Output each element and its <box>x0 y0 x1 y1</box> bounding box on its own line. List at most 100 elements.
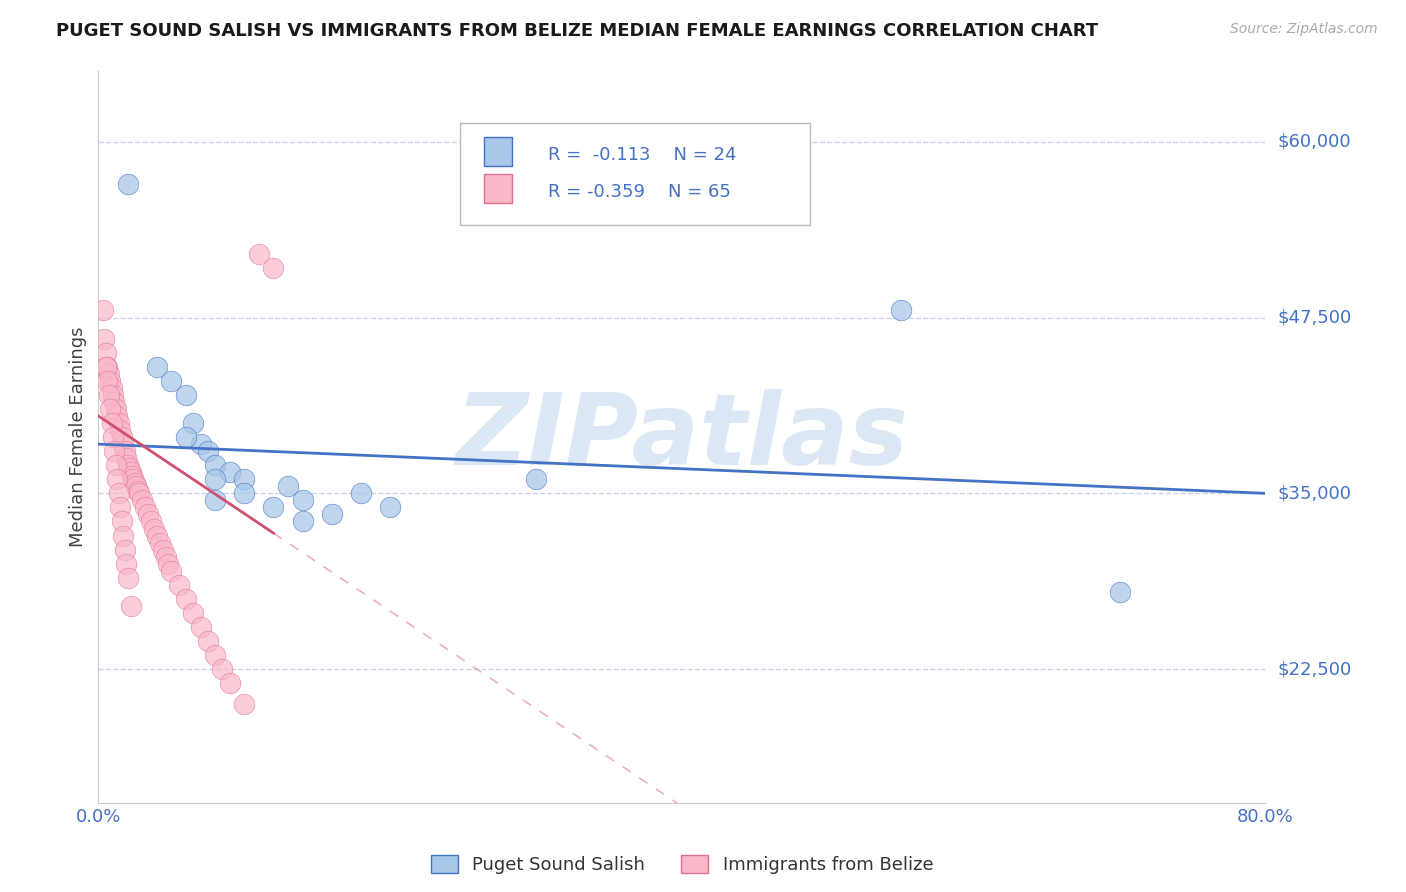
Y-axis label: Median Female Earnings: Median Female Earnings <box>69 326 87 548</box>
Point <box>115 557 138 571</box>
Point <box>262 261 284 276</box>
Point <box>204 493 226 508</box>
Point <box>97 388 120 402</box>
Point <box>121 469 143 483</box>
Point <box>110 500 132 515</box>
Point <box>146 528 169 542</box>
FancyBboxPatch shape <box>484 137 512 167</box>
Text: Source: ZipAtlas.com: Source: ZipAtlas.com <box>1230 22 1378 37</box>
Point <box>291 493 314 508</box>
Point <box>136 508 159 522</box>
Point <box>146 359 169 374</box>
Point <box>98 401 121 416</box>
Point <box>142 521 165 535</box>
Point <box>110 423 132 437</box>
Point <box>167 578 190 592</box>
Point <box>378 500 402 515</box>
Point <box>96 374 118 388</box>
Point <box>94 359 117 374</box>
Point <box>117 177 139 191</box>
Point <box>262 500 284 515</box>
Point <box>218 676 240 690</box>
Legend: Puget Sound Salish, Immigrants from Belize: Puget Sound Salish, Immigrants from Beli… <box>423 847 941 881</box>
Point <box>127 483 149 498</box>
Point <box>108 416 131 430</box>
Point <box>247 247 270 261</box>
Point <box>524 472 547 486</box>
Point <box>117 458 139 473</box>
Point <box>94 345 117 359</box>
Point <box>108 486 131 500</box>
Point <box>204 648 226 662</box>
Point <box>115 451 138 466</box>
Point <box>181 416 204 430</box>
Point <box>174 430 197 444</box>
Point <box>211 662 233 676</box>
Point <box>111 515 134 529</box>
Point <box>91 303 114 318</box>
Point <box>124 476 146 491</box>
Point <box>174 388 197 402</box>
FancyBboxPatch shape <box>460 122 810 225</box>
Point <box>114 542 136 557</box>
Point <box>100 381 122 395</box>
Point <box>181 606 204 620</box>
FancyBboxPatch shape <box>484 174 512 203</box>
Point <box>218 465 240 479</box>
Point <box>204 458 226 473</box>
Point <box>190 437 212 451</box>
Point <box>112 528 135 542</box>
Point <box>120 465 142 479</box>
Point <box>321 508 343 522</box>
Point <box>104 458 127 473</box>
Point <box>118 461 141 475</box>
Point <box>120 599 142 613</box>
Point <box>111 430 134 444</box>
Point <box>103 444 125 458</box>
Point <box>149 535 172 549</box>
Point <box>100 416 122 430</box>
Point <box>112 437 135 451</box>
Point <box>96 359 118 374</box>
Point <box>98 374 121 388</box>
Point <box>131 493 153 508</box>
Point <box>114 444 136 458</box>
Text: R =  -0.113    N = 24: R = -0.113 N = 24 <box>548 146 737 164</box>
Point <box>125 479 148 493</box>
Point <box>101 430 124 444</box>
Text: $35,000: $35,000 <box>1277 484 1351 502</box>
Text: $22,500: $22,500 <box>1277 660 1351 678</box>
Point <box>277 479 299 493</box>
Point <box>890 303 912 318</box>
Point <box>291 515 314 529</box>
Point <box>233 472 256 486</box>
Point <box>103 395 125 409</box>
Text: R = -0.359    N = 65: R = -0.359 N = 65 <box>548 183 731 201</box>
Text: $60,000: $60,000 <box>1277 133 1351 151</box>
Point <box>197 634 219 648</box>
Point <box>105 409 128 423</box>
Point <box>160 564 183 578</box>
Point <box>197 444 219 458</box>
Point <box>105 472 128 486</box>
Point <box>1108 584 1130 599</box>
Point <box>134 500 156 515</box>
Point <box>160 374 183 388</box>
Text: ZIPatlas: ZIPatlas <box>456 389 908 485</box>
Point <box>155 549 177 564</box>
Point <box>204 472 226 486</box>
Text: $47,500: $47,500 <box>1277 309 1351 326</box>
Point <box>350 486 373 500</box>
Point <box>101 388 124 402</box>
Point <box>139 515 162 529</box>
Point <box>97 367 120 381</box>
Point <box>233 486 256 500</box>
Point <box>93 332 115 346</box>
Point <box>233 698 256 712</box>
Text: PUGET SOUND SALISH VS IMMIGRANTS FROM BELIZE MEDIAN FEMALE EARNINGS CORRELATION : PUGET SOUND SALISH VS IMMIGRANTS FROM BE… <box>56 22 1098 40</box>
Point <box>152 542 174 557</box>
Point <box>190 620 212 634</box>
Point <box>157 557 180 571</box>
Point <box>122 472 145 486</box>
Point <box>128 486 150 500</box>
